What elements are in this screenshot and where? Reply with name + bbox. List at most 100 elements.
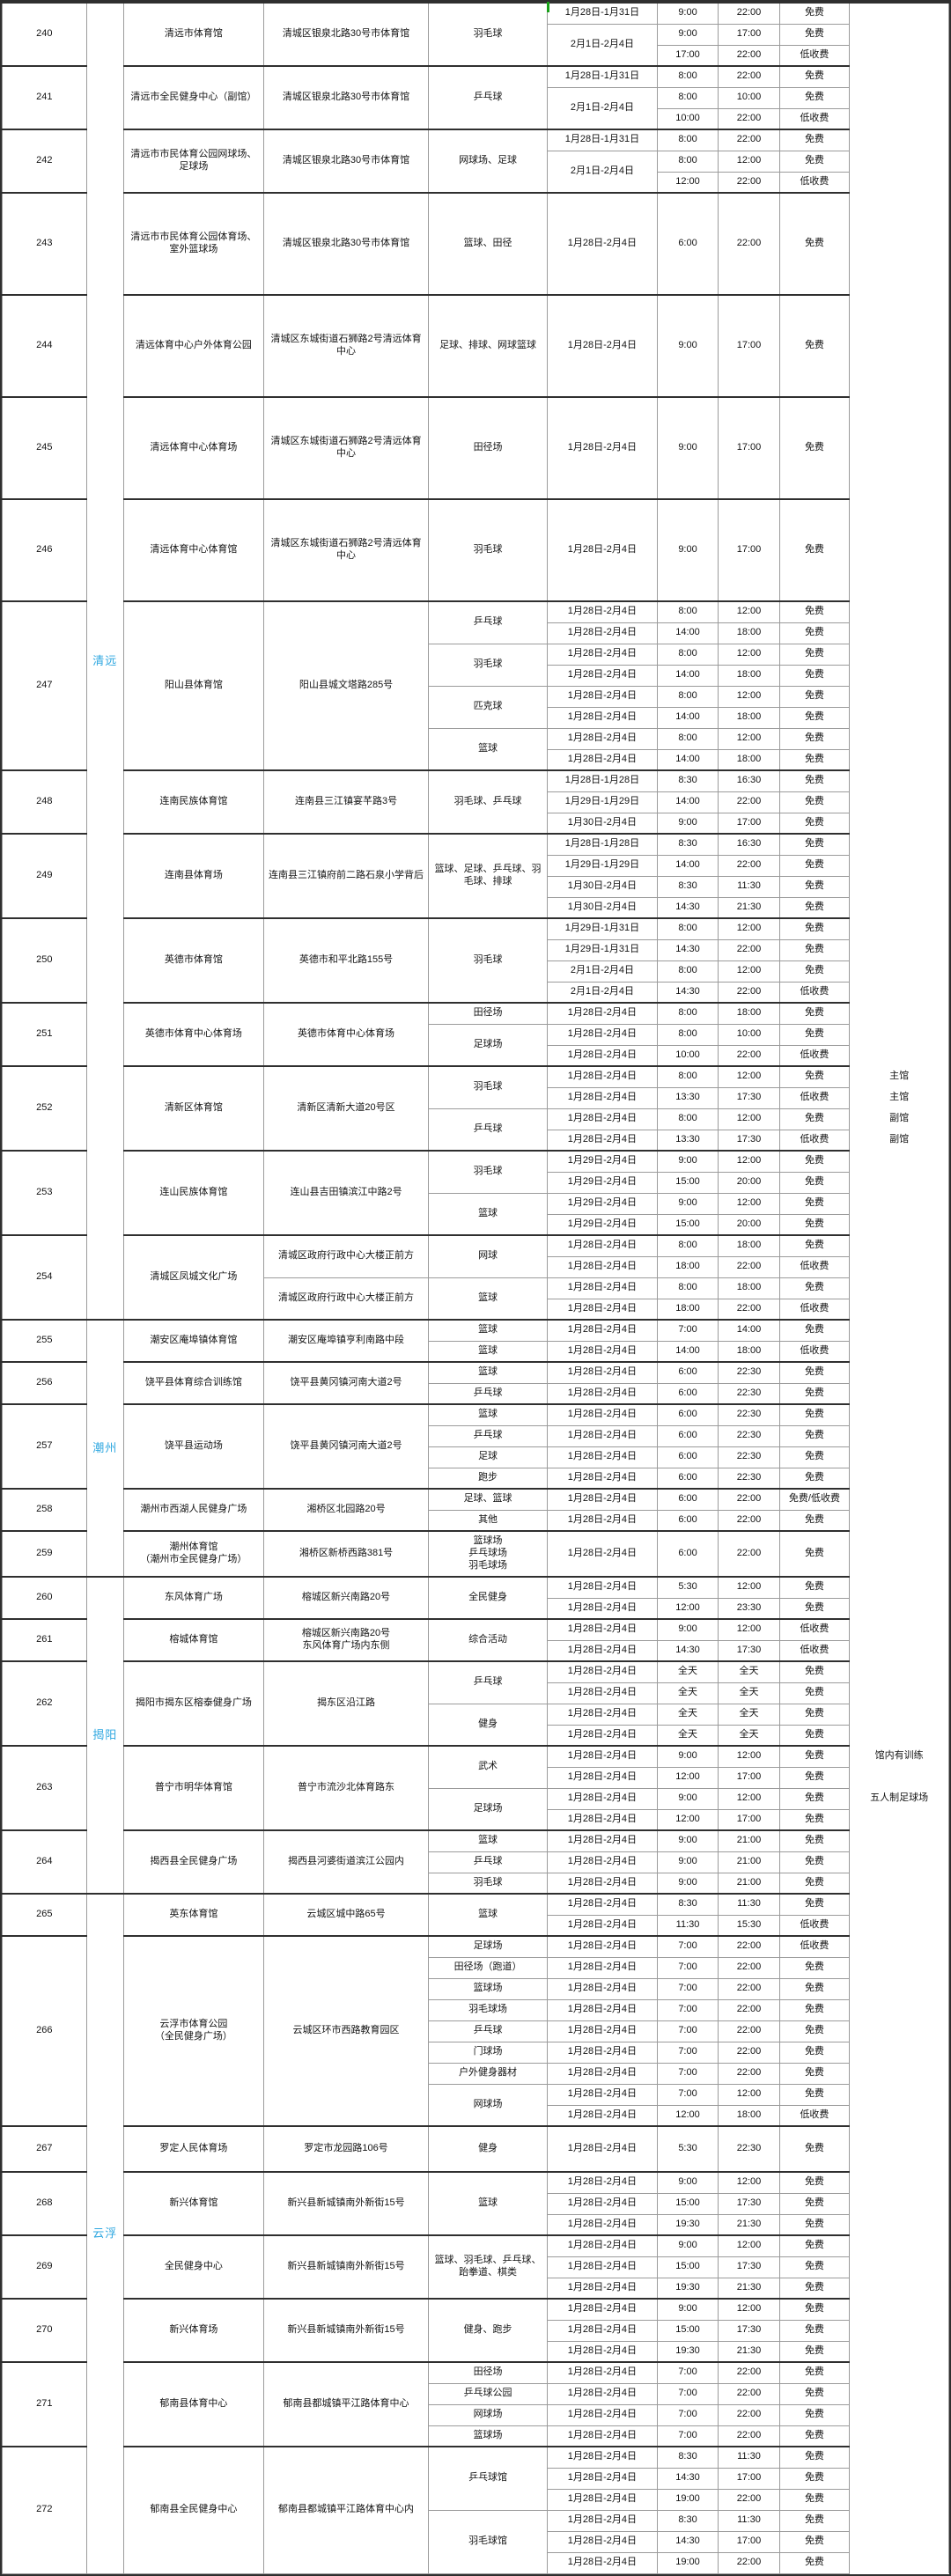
close-time-cell: 22:00 bbox=[718, 1935, 780, 1958]
note-cell bbox=[849, 769, 949, 791]
table-row: 1月28日-2月4日 14:00 18:00 免费 bbox=[3, 622, 949, 644]
table-row: 1月28日-2月4日 19:30 21:30 免费 bbox=[3, 2213, 949, 2236]
sport-cell: 田径场 bbox=[428, 2361, 548, 2384]
fee-cell: 免费 bbox=[778, 1213, 851, 1236]
sport-cell: 篮球 bbox=[428, 1403, 548, 1426]
note-cell bbox=[849, 982, 949, 1003]
sport-cell: 乒乓球 bbox=[428, 600, 548, 644]
close-time-cell: 22:30 bbox=[718, 1361, 780, 1384]
table-row: 1月28日-2月4日 19:30 21:30 免费 bbox=[3, 2340, 949, 2363]
open-time-cell: 8:30 bbox=[656, 2509, 719, 2532]
date-range-cell: 1月28日-2月4日 bbox=[547, 1446, 658, 1468]
sport-cell: 网球场 bbox=[428, 2083, 548, 2127]
note-cell bbox=[849, 2214, 949, 2235]
date-range-cell: 1月30日-2月4日 bbox=[547, 875, 658, 898]
close-time-cell: 12:00 bbox=[718, 685, 780, 708]
sport-cell: 羽毛球 bbox=[428, 1872, 548, 1895]
row-number-cell: 265 bbox=[2, 1893, 87, 1937]
table-row: 足球场 1月28日-2月4日 9:00 12:00 免费 五人制足球场 bbox=[3, 1787, 949, 1831]
fee-cell: 低收费 bbox=[778, 171, 851, 194]
note-cell bbox=[849, 2278, 949, 2299]
fee-cell: 免费 bbox=[778, 1530, 851, 1578]
open-time-cell: 14:30 bbox=[656, 1639, 719, 1662]
venue-name-cell: 清远市市民体育公园体育场、室外篮球场 bbox=[122, 192, 264, 296]
table-row: 240 清远 清远市体育馆 清城区银泉北路30号市体育馆 羽毛球 1月28日-1月31日 9… bbox=[2, 2, 949, 1321]
address-cell: 郁南县都城镇平江路体育中心内 bbox=[262, 2446, 430, 2574]
close-time-cell: 21:30 bbox=[718, 896, 780, 919]
open-time-cell: 8:00 bbox=[656, 643, 719, 666]
fee-cell: 免费 bbox=[778, 129, 851, 151]
table-row: 2月1日-2月4日 8:00 10:00 免费 bbox=[3, 86, 949, 130]
note-cell bbox=[849, 1809, 949, 1830]
close-time-cell: 14:00 bbox=[718, 1319, 780, 1342]
note-cell bbox=[849, 2404, 949, 2425]
date-range-cell: 1月28日-2月4日 bbox=[547, 2361, 658, 2384]
open-time-cell: 6:00 bbox=[656, 192, 719, 296]
open-time-cell: 8:00 bbox=[656, 1277, 719, 1299]
fee-cell: 免费 bbox=[778, 854, 851, 877]
date-range-cell: 1月28日-2月4日 bbox=[547, 2234, 658, 2257]
close-time-cell: 17:30 bbox=[718, 2319, 780, 2342]
open-time-cell: 6:00 bbox=[656, 1361, 719, 1384]
open-time-cell: 9:00 bbox=[656, 2171, 719, 2194]
note-cell bbox=[849, 1851, 949, 1873]
note-cell bbox=[849, 876, 949, 897]
note-cell bbox=[849, 960, 949, 982]
date-range-cell: 1月28日-2月4日 bbox=[547, 1618, 658, 1641]
sport-cell: 乒乓球 bbox=[428, 1660, 548, 1704]
note-cell bbox=[849, 939, 949, 960]
note-cell bbox=[849, 1024, 949, 1045]
row-number-cell: 270 bbox=[2, 2298, 87, 2363]
fee-cell: 免费 bbox=[778, 1002, 851, 1025]
table-row: 243 清远市市民体育公园体育场、室外篮球场 清城区银泉北路30号市体育馆 篮球、田径… bbox=[2, 192, 949, 296]
table-row: 2月1日-2月4日 9:00 17:00 免费 bbox=[3, 23, 949, 67]
fee-cell: 免费 bbox=[778, 2062, 851, 2085]
fee-cell: 低收费 bbox=[778, 1639, 851, 1662]
date-range-cell: 1月28日-2月4日 bbox=[547, 192, 658, 296]
date-range-cell: 1月28日-2月4日 bbox=[547, 1298, 658, 1321]
date-range-cell: 1月28日-2月4日 bbox=[547, 2171, 658, 2194]
table-row: 1月29日-1月31日 14:30 22:00 免费 bbox=[3, 938, 949, 961]
fee-cell: 低收费 bbox=[778, 44, 851, 67]
venue-name-cell: 东风体育广场 bbox=[122, 1576, 264, 1620]
address-cell: 连南县三江镇宴芊路3号 bbox=[262, 769, 430, 835]
sport-cell: 乒乓球 bbox=[428, 65, 548, 130]
note-cell bbox=[849, 2125, 949, 2172]
close-time-cell: 22:00 bbox=[718, 2551, 780, 2574]
table-row: 跑步 1月28日-2月4日 6:00 22:30 免费 bbox=[3, 1467, 949, 1490]
venue-name-cell: 榕城体育馆 bbox=[122, 1618, 264, 1662]
row-number-cell: 264 bbox=[2, 1829, 87, 1895]
address-cell: 清城区银泉北路30号市体育馆 bbox=[262, 129, 430, 194]
fee-cell: 低收费 bbox=[778, 981, 851, 1004]
fee-cell: 低收费 bbox=[778, 1618, 851, 1641]
sport-cell: 篮球 bbox=[428, 2171, 548, 2236]
date-range-cell: 1月28日-2月4日 bbox=[547, 622, 658, 644]
venue-name-cell: 饶平县体育综合训练馆 bbox=[122, 1361, 264, 1405]
address-cell: 清城区银泉北路30号市体育馆 bbox=[262, 2, 430, 67]
close-time-cell: 18:00 bbox=[718, 1340, 780, 1363]
sport-cell: 乒乓球 bbox=[428, 1851, 548, 1873]
fee-cell: 免费 bbox=[778, 1766, 851, 1789]
table-row: 1月28日-2月4日 14:00 18:00 免费 bbox=[3, 664, 949, 687]
close-time-cell: 12:00 bbox=[718, 1150, 780, 1173]
close-time-cell: 全天 bbox=[718, 1682, 780, 1704]
date-range-cell: 1月28日-1月31日 bbox=[547, 65, 658, 88]
date-range-cell: 1月28日-2月4日 bbox=[547, 1319, 658, 1342]
date-range-cell: 1月28日-2月4日 bbox=[547, 2425, 658, 2447]
table-row: 255 潮州 潮安区庵埠镇体育馆 潮安区庵埠镇亨利南路中段 篮球 1月28日-2月4日 7:… bbox=[2, 1319, 949, 1578]
note-cell bbox=[849, 1214, 949, 1235]
table-row: 1月28日-2月4日 18:00 22:00 低收费 bbox=[3, 1255, 949, 1278]
table-row: 2月1日-2月4日 8:00 12:00 免费 bbox=[3, 150, 949, 194]
note-cell bbox=[849, 2425, 949, 2447]
date-range-cell: 2月1日-2月4日 bbox=[547, 150, 658, 194]
table-row: 1月28日-2月4日 14:00 18:00 免费 bbox=[3, 748, 949, 771]
fee-cell: 免费 bbox=[778, 664, 851, 687]
open-time-cell: 8:00 bbox=[656, 129, 719, 151]
fee-cell: 免费 bbox=[778, 1509, 851, 1532]
close-time-cell: 22:00 bbox=[718, 854, 780, 877]
date-range-cell: 1月28日-2月4日 bbox=[547, 1467, 658, 1490]
close-time-cell: 12:00 bbox=[718, 1065, 780, 1088]
sport-cell: 篮球、羽毛球、乒乓球、跆拳道、棋类 bbox=[428, 2234, 548, 2300]
